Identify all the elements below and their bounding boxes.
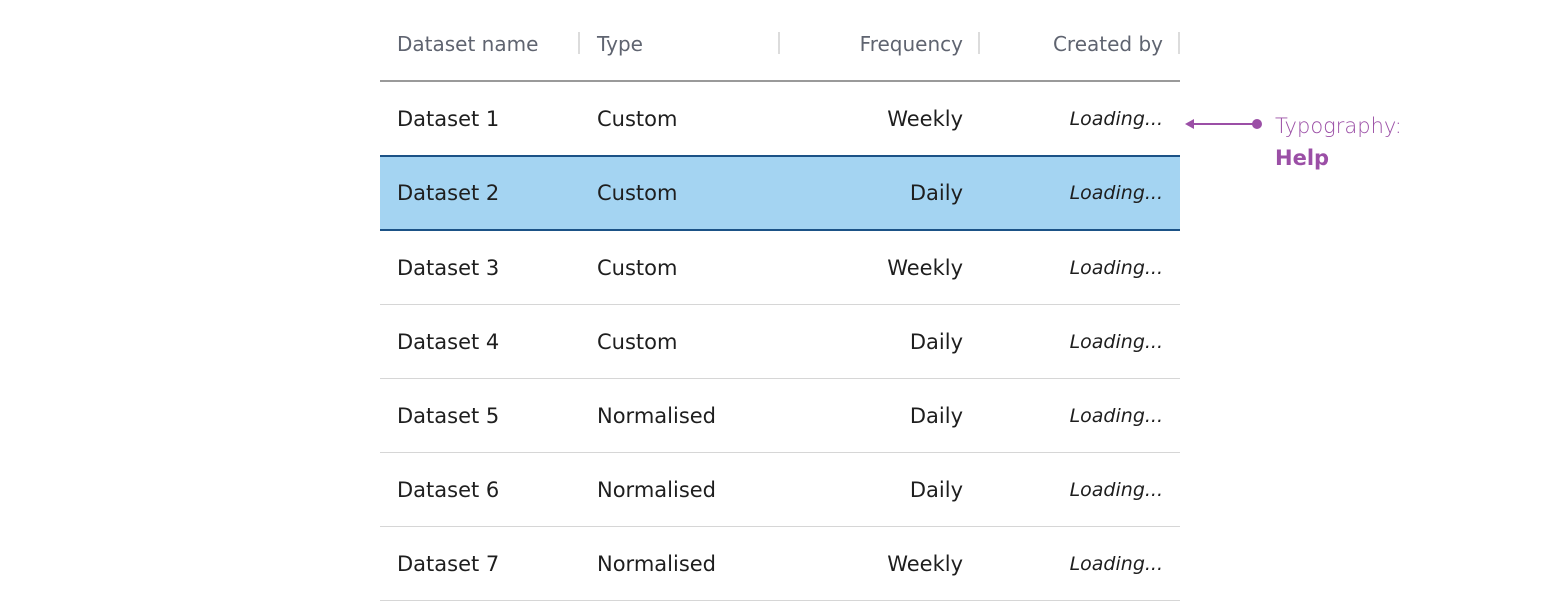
created-by-cell: Loading... [1069,330,1163,353]
table-row[interactable]: Dataset 7 Normalised Weekly Loading... [380,527,1180,601]
frequency-cell: Daily [909,181,963,205]
dataset-name-cell: Dataset 6 [397,477,500,502]
table-row[interactable]: Dataset 5 Normalised Daily Loading... [380,379,1180,453]
type-cell: Custom [597,329,678,354]
type-cell: Custom [597,255,678,280]
type-cell: Normalised [597,403,717,428]
table-body: Dataset 1 Custom Weekly Loading... Dataset 2… [380,82,1180,601]
table-row[interactable]: Dataset 6 Normalised Daily Loading... [380,453,1180,527]
annotation-label: Typography: [1275,114,1402,138]
column-header-created-by[interactable]: Created by [980,0,1180,88]
column-label: Frequency [859,32,963,56]
dataset-name-cell: Dataset 7 [397,551,500,576]
frequency-cell: Weekly [887,551,963,576]
table-row[interactable]: Dataset 2 Custom Daily Loading... [380,155,1180,231]
column-resize-handle[interactable] [978,32,980,54]
type-cell: Custom [597,106,678,131]
column-label: Type [597,32,643,56]
annotation-arrow-icon [1185,119,1262,129]
column-header-type[interactable]: Type [580,0,780,88]
type-cell: Normalised [597,477,717,502]
table-row[interactable]: Dataset 3 Custom Weekly Loading... [380,231,1180,305]
column-resize-handle[interactable] [1178,32,1180,54]
created-by-cell: Loading... [1069,478,1163,501]
column-label: Dataset name [397,32,539,56]
dataset-name-cell: Dataset 1 [397,106,500,131]
dataset-name-cell: Dataset 5 [397,403,500,428]
dataset-name-cell: Dataset 2 [397,181,500,205]
table-header: Dataset name Type Frequency Created by [380,0,1180,82]
typography-annotation: Typography: Help [1275,110,1402,174]
column-resize-handle[interactable] [578,32,580,54]
dataset-name-cell: Dataset 4 [397,329,500,354]
column-header-frequency[interactable]: Frequency [780,0,980,88]
dataset-name-cell: Dataset 3 [397,255,500,280]
frequency-cell: Weekly [887,255,963,280]
frequency-cell: Daily [909,329,963,354]
table-row[interactable]: Dataset 1 Custom Weekly Loading... [380,82,1180,156]
column-header-dataset-name[interactable]: Dataset name [380,0,580,88]
annotation-value: Help [1275,146,1330,170]
created-by-cell: Loading... [1069,182,1163,204]
created-by-cell: Loading... [1069,256,1163,279]
datasets-table: Dataset name Type Frequency Created by D… [380,0,1180,601]
type-cell: Custom [597,181,678,205]
frequency-cell: Daily [909,477,963,502]
column-label: Created by [1052,32,1163,56]
created-by-cell: Loading... [1069,404,1163,427]
type-cell: Normalised [597,551,717,576]
table-row[interactable]: Dataset 4 Custom Daily Loading... [380,305,1180,379]
column-resize-handle[interactable] [778,32,780,54]
frequency-cell: Weekly [887,106,963,131]
frequency-cell: Daily [909,403,963,428]
created-by-cell: Loading... [1069,552,1163,575]
created-by-cell: Loading... [1069,107,1163,130]
